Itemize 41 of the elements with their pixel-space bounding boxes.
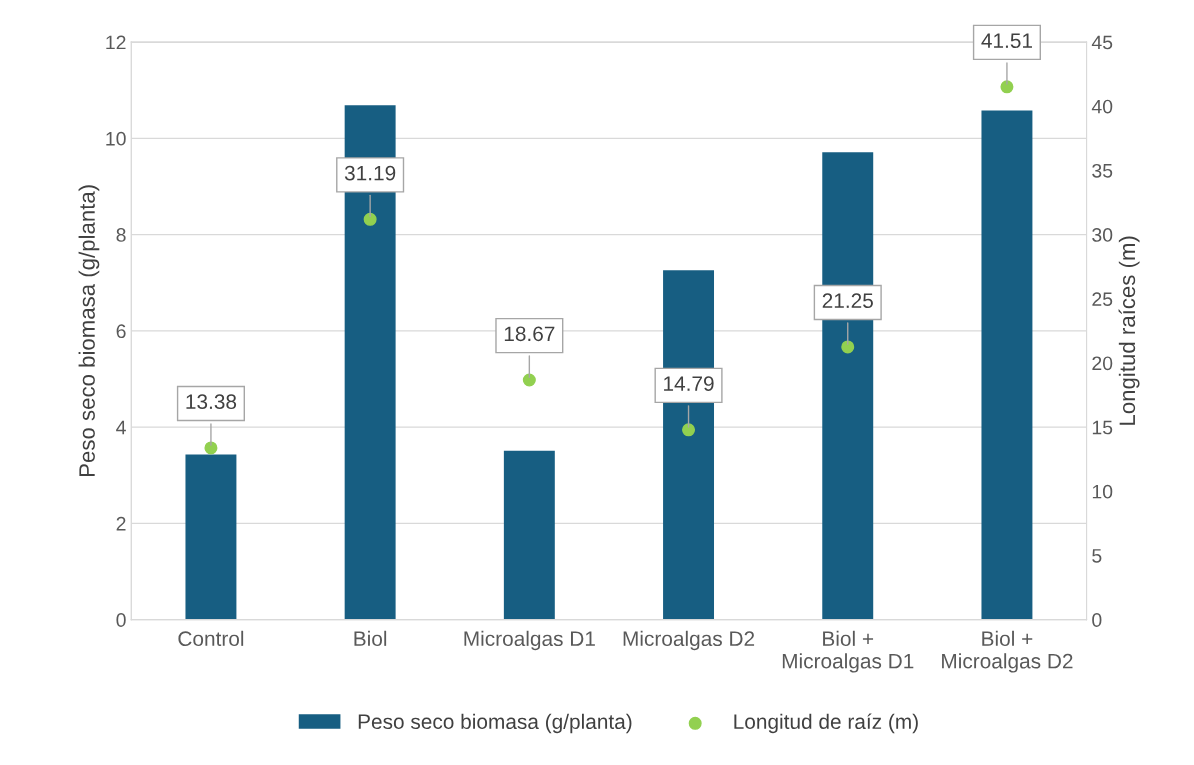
point [1000, 80, 1014, 94]
legend-label: Longitud de raíz (m) [734, 713, 918, 734]
y-tick-label: 2 [116, 516, 126, 531]
y2-axis-title: Longitud raíces (m) [1118, 236, 1140, 425]
y2-tick-label: 5 [1092, 549, 1102, 563]
y2-tick-label: 35 [1092, 163, 1113, 178]
point [682, 423, 696, 437]
y-axis-title: Peso seco biomasa (g/planta) [78, 185, 100, 477]
y-tick-label: 10 [106, 131, 126, 146]
y-tick-label: 8 [116, 228, 126, 242]
x-tick-label: Control [178, 630, 244, 647]
data-label: 21.25 [822, 293, 873, 309]
legend-label: Peso seco biomasa (g/planta) [358, 713, 632, 734]
data-label: 18.67 [504, 326, 555, 342]
y2-tick-label: 30 [1092, 228, 1113, 242]
point [841, 340, 855, 354]
bar [503, 450, 555, 620]
data-label: 41.51 [981, 33, 1032, 49]
data-label: 14.79 [664, 376, 714, 391]
x-tick-label: Microalgas D1 [464, 630, 595, 651]
y2-tick-label: 10 [1092, 484, 1113, 499]
x-tick-label: Microalgas D2 [623, 630, 755, 651]
y-tick-label: 4 [116, 420, 126, 435]
y2-tick-label: 45 [1091, 35, 1113, 50]
data-label: 13.38 [186, 394, 237, 410]
y-tick-label: 12 [106, 35, 126, 50]
y-tick-label: 6 [116, 324, 126, 339]
point [363, 212, 377, 226]
x-tick-label: Biol [354, 630, 387, 647]
y2-tick-label: 40 [1091, 99, 1113, 114]
data-label: 31.19 [344, 165, 396, 181]
x-tick-label: Biol + Microalgas D1 [782, 630, 914, 673]
bar [981, 110, 1033, 620]
y2-tick-label: 20 [1092, 356, 1113, 371]
y2-tick-label: 25 [1092, 292, 1113, 307]
y-tick-label: 0 [116, 613, 126, 627]
y2-tick-label: 15 [1092, 420, 1113, 435]
bar [185, 454, 237, 620]
point [522, 373, 536, 387]
y2-tick-label: 0 [1092, 613, 1102, 627]
x-tick-label: Biol + Microalgas D2 [942, 630, 1073, 673]
